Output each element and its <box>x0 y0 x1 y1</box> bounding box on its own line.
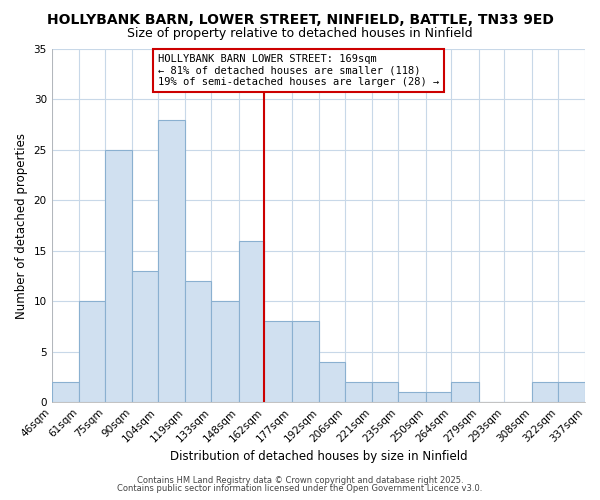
Text: HOLLYBANK BARN LOWER STREET: 169sqm
← 81% of detached houses are smaller (118)
1: HOLLYBANK BARN LOWER STREET: 169sqm ← 81… <box>158 54 439 87</box>
Bar <box>425 392 451 402</box>
X-axis label: Distribution of detached houses by size in Ninfield: Distribution of detached houses by size … <box>170 450 467 462</box>
Bar <box>185 281 211 402</box>
Y-axis label: Number of detached properties: Number of detached properties <box>15 132 28 318</box>
Bar <box>345 382 373 402</box>
Text: HOLLYBANK BARN, LOWER STREET, NINFIELD, BATTLE, TN33 9ED: HOLLYBANK BARN, LOWER STREET, NINFIELD, … <box>47 12 553 26</box>
Bar <box>319 362 345 402</box>
Text: Contains public sector information licensed under the Open Government Licence v3: Contains public sector information licen… <box>118 484 482 493</box>
Bar <box>292 322 319 402</box>
Text: Contains HM Land Registry data © Crown copyright and database right 2025.: Contains HM Land Registry data © Crown c… <box>137 476 463 485</box>
Bar <box>398 392 425 402</box>
Bar <box>264 322 292 402</box>
Bar <box>105 150 133 402</box>
Bar <box>211 302 239 402</box>
Bar <box>239 241 264 402</box>
Bar <box>557 382 585 402</box>
Bar <box>451 382 479 402</box>
Bar <box>373 382 398 402</box>
Text: Size of property relative to detached houses in Ninfield: Size of property relative to detached ho… <box>127 28 473 40</box>
Bar <box>52 382 79 402</box>
Bar <box>532 382 557 402</box>
Bar <box>158 120 185 402</box>
Bar <box>133 271 158 402</box>
Bar <box>79 302 105 402</box>
